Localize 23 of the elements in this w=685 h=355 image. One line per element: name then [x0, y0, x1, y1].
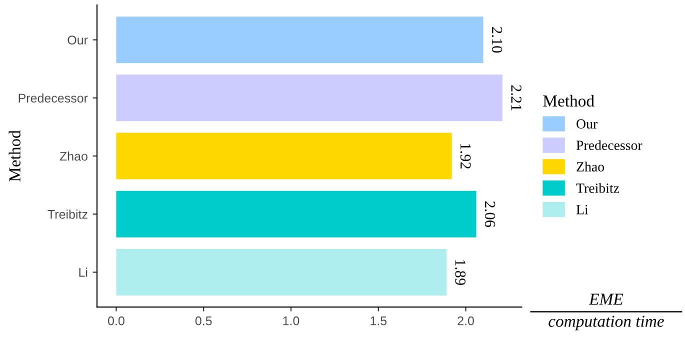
x-tick-label: 2.0 [458, 316, 474, 326]
y-axis-title: Method [8, 130, 20, 182]
x-tick-label: 0.0 [108, 316, 124, 326]
y-tick-label: Treibitz [48, 210, 88, 219]
y-tick-label: Zhao [60, 151, 88, 161]
data-label: 2.10 [492, 27, 502, 53]
x-tick-label: 0.5 [195, 316, 212, 326]
legend-title: Method [543, 94, 594, 107]
x-axis-title: EME computation time [548, 294, 664, 330]
x-tick-label: 1.5 [370, 316, 387, 326]
data-label: 1.92 [460, 144, 471, 169]
legend-label: Our [576, 119, 598, 129]
legend-label: Zhao [576, 162, 604, 172]
y-tick-label: Predecessor [18, 93, 88, 103]
legend-label: Li [576, 205, 588, 214]
x-tick-label: 1.0 [283, 316, 300, 326]
data-label: 2.06 [484, 201, 496, 228]
data-label: 2.21 [511, 85, 522, 110]
legend-label: Predecessor [576, 140, 642, 150]
y-tick-label: Li [79, 268, 88, 277]
legend-label: Treibitz [576, 183, 620, 193]
data-label: 1.89 [455, 260, 466, 285]
y-tick-label: Our [68, 36, 88, 44]
